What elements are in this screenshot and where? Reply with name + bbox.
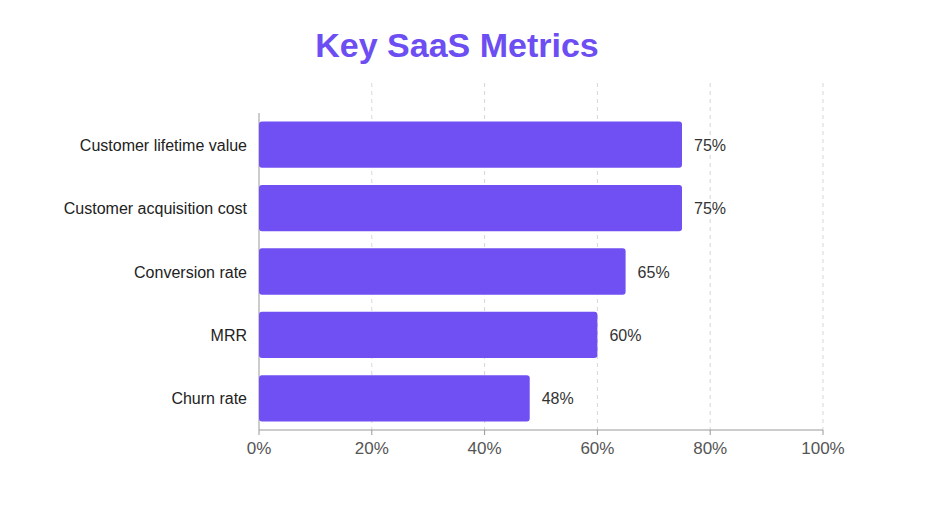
- data-label: 65%: [638, 264, 670, 281]
- tick-mark: [259, 430, 260, 435]
- category-label: Customer acquisition cost: [64, 200, 248, 217]
- data-label: 60%: [609, 327, 641, 344]
- tick-label: 60%: [580, 439, 614, 458]
- grid-line: [823, 83, 824, 430]
- tick-mark: [484, 430, 485, 435]
- tick-mark: [823, 430, 824, 435]
- chart-container: Key SaaS Metrics 0% 20% 40% 60% 80% 100% Custom…: [0, 0, 942, 522]
- category-label: MRR: [211, 327, 247, 344]
- data-label: 75%: [694, 137, 726, 154]
- bar: [259, 312, 597, 358]
- grid: [259, 83, 823, 435]
- bar: [259, 122, 682, 168]
- tick-mark: [371, 430, 372, 435]
- bar: [259, 248, 626, 294]
- tick-mark: [597, 430, 598, 435]
- bar: [259, 185, 682, 231]
- title: Key SaaS Metrics: [315, 26, 599, 64]
- tick-mark: [710, 430, 711, 435]
- data-label: 48%: [542, 390, 574, 407]
- bar: [259, 375, 530, 421]
- x-axis-line: [259, 430, 823, 431]
- grid-line: [710, 83, 711, 430]
- category-label: Churn rate: [171, 390, 247, 407]
- tick-label: 40%: [468, 439, 502, 458]
- tick-label: 0%: [247, 439, 272, 458]
- tick-label: 100%: [801, 439, 844, 458]
- data-label: 75%: [694, 200, 726, 217]
- chart: Key SaaS Metrics 0% 20% 40% 60% 80% 100% Custom…: [0, 0, 942, 522]
- tick-label: 80%: [693, 439, 727, 458]
- tick-label: 20%: [355, 439, 389, 458]
- bars: [259, 122, 682, 422]
- category-label: Conversion rate: [134, 264, 247, 281]
- category-label: Customer lifetime value: [80, 137, 247, 154]
